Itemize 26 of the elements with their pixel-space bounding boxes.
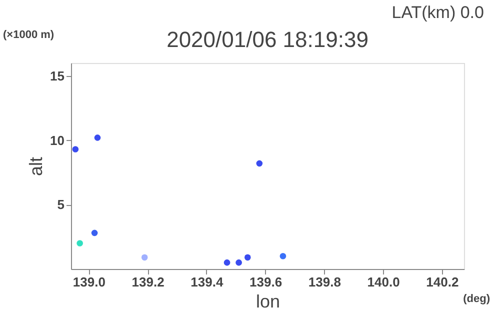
point (256, 160, 263, 167)
y-axis-title: alt (26, 156, 46, 176)
text: (deg) (463, 293, 490, 305)
point (244, 254, 251, 261)
y-tick-label: 5 (57, 197, 64, 212)
x-tick-label: 140.0 (367, 274, 400, 290)
point (72, 146, 79, 152)
x-tick-label: 139.6 (250, 274, 282, 290)
y-tick-label: 15 (50, 68, 64, 84)
x-tick-label: 140.2 (426, 274, 459, 290)
x-tick-label: 139.2 (132, 274, 164, 290)
x-axis-title: lon (256, 292, 280, 312)
text: (×1000 m) (3, 29, 54, 41)
x-tick-label: 139.8 (308, 274, 341, 290)
point (141, 254, 148, 261)
point (224, 259, 230, 266)
point (76, 240, 83, 246)
x-tick-label: 139.0 (72, 274, 106, 290)
point (94, 134, 101, 141)
chart-title: 2020/01/06 18:19:39 (166, 27, 368, 52)
point (91, 230, 98, 236)
x-tick-label: 139.4 (190, 274, 224, 290)
text: LAT(km) 0.0 (392, 3, 484, 22)
y-tick-label: 10 (50, 132, 64, 148)
point (236, 259, 242, 266)
point (280, 252, 286, 260)
